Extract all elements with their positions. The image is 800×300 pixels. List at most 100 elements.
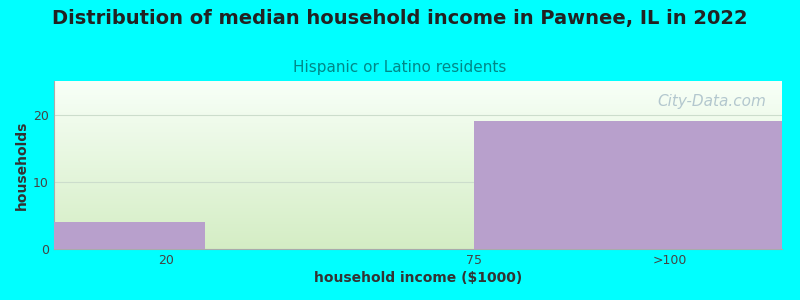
Bar — [54, 175, 782, 176]
Bar — [54, 179, 782, 181]
Bar — [54, 131, 782, 133]
Bar — [54, 135, 782, 136]
Bar — [54, 240, 782, 241]
Bar — [54, 236, 782, 237]
Bar — [54, 138, 782, 139]
Bar — [54, 166, 782, 167]
Bar — [54, 142, 782, 144]
Bar — [54, 176, 782, 177]
Bar — [54, 99, 782, 100]
Bar — [54, 241, 782, 242]
Bar — [54, 130, 782, 131]
Bar — [54, 112, 782, 113]
Bar — [54, 120, 782, 121]
Bar — [54, 152, 782, 153]
Bar — [54, 221, 782, 222]
Bar — [54, 228, 782, 229]
Bar — [54, 122, 782, 124]
Bar — [54, 150, 782, 152]
Bar — [54, 89, 782, 90]
Bar — [54, 234, 782, 236]
Bar — [54, 215, 782, 217]
Bar — [54, 140, 782, 142]
Bar — [54, 246, 782, 247]
Bar — [54, 182, 782, 183]
Text: City-Data.com: City-Data.com — [658, 94, 766, 110]
Bar — [54, 111, 782, 112]
Bar — [54, 125, 782, 126]
Bar — [54, 167, 782, 168]
Bar — [54, 211, 782, 212]
Bar — [54, 110, 782, 111]
Bar — [54, 231, 782, 232]
Bar — [54, 134, 782, 135]
Bar — [54, 164, 782, 165]
Bar — [54, 136, 782, 137]
Bar — [54, 171, 782, 172]
Bar — [54, 106, 782, 107]
Bar — [54, 230, 782, 231]
Bar — [54, 208, 782, 209]
Bar — [54, 178, 782, 179]
Bar — [54, 237, 782, 238]
Bar — [54, 157, 782, 158]
Bar — [474, 121, 782, 249]
Bar — [54, 196, 782, 197]
Bar — [54, 100, 782, 101]
Bar — [54, 202, 782, 203]
Bar — [54, 124, 782, 125]
Bar — [54, 121, 782, 122]
Bar — [54, 92, 782, 93]
Bar — [54, 101, 782, 102]
Bar — [54, 155, 782, 156]
Bar — [54, 94, 782, 96]
Bar — [54, 173, 782, 174]
Bar — [54, 160, 782, 162]
Bar — [54, 169, 782, 171]
Bar — [54, 222, 205, 249]
Bar — [54, 159, 782, 160]
Bar — [54, 238, 782, 239]
Bar — [54, 87, 782, 88]
Bar — [54, 127, 782, 128]
Bar — [54, 137, 782, 138]
Bar — [54, 194, 782, 195]
Bar — [54, 85, 782, 87]
Bar — [54, 98, 782, 99]
Bar — [54, 210, 782, 211]
Bar — [54, 204, 782, 205]
Bar — [54, 188, 782, 190]
Bar — [54, 233, 782, 234]
Bar — [54, 93, 782, 94]
Bar — [54, 128, 782, 129]
Bar — [54, 200, 782, 201]
Bar — [54, 153, 782, 154]
Bar — [54, 119, 782, 120]
Bar — [54, 183, 782, 184]
Bar — [54, 118, 782, 119]
Text: Hispanic or Latino residents: Hispanic or Latino residents — [294, 60, 506, 75]
Bar — [54, 103, 782, 104]
Bar — [54, 192, 782, 193]
Bar — [54, 163, 782, 164]
Bar — [54, 133, 782, 134]
Bar — [54, 146, 782, 147]
Bar — [54, 139, 782, 140]
Bar — [54, 197, 782, 199]
Bar — [54, 185, 782, 186]
Bar — [54, 117, 782, 118]
Bar — [54, 229, 782, 230]
Bar — [54, 82, 782, 83]
Bar — [54, 113, 782, 115]
Bar — [54, 158, 782, 159]
Bar — [54, 184, 782, 185]
Bar — [54, 108, 782, 109]
Bar — [54, 222, 782, 223]
Bar — [54, 129, 782, 130]
Bar — [54, 83, 782, 84]
Bar — [54, 126, 782, 127]
Bar — [54, 116, 782, 117]
Bar — [54, 201, 782, 202]
Bar — [54, 168, 782, 169]
Bar — [54, 145, 782, 146]
